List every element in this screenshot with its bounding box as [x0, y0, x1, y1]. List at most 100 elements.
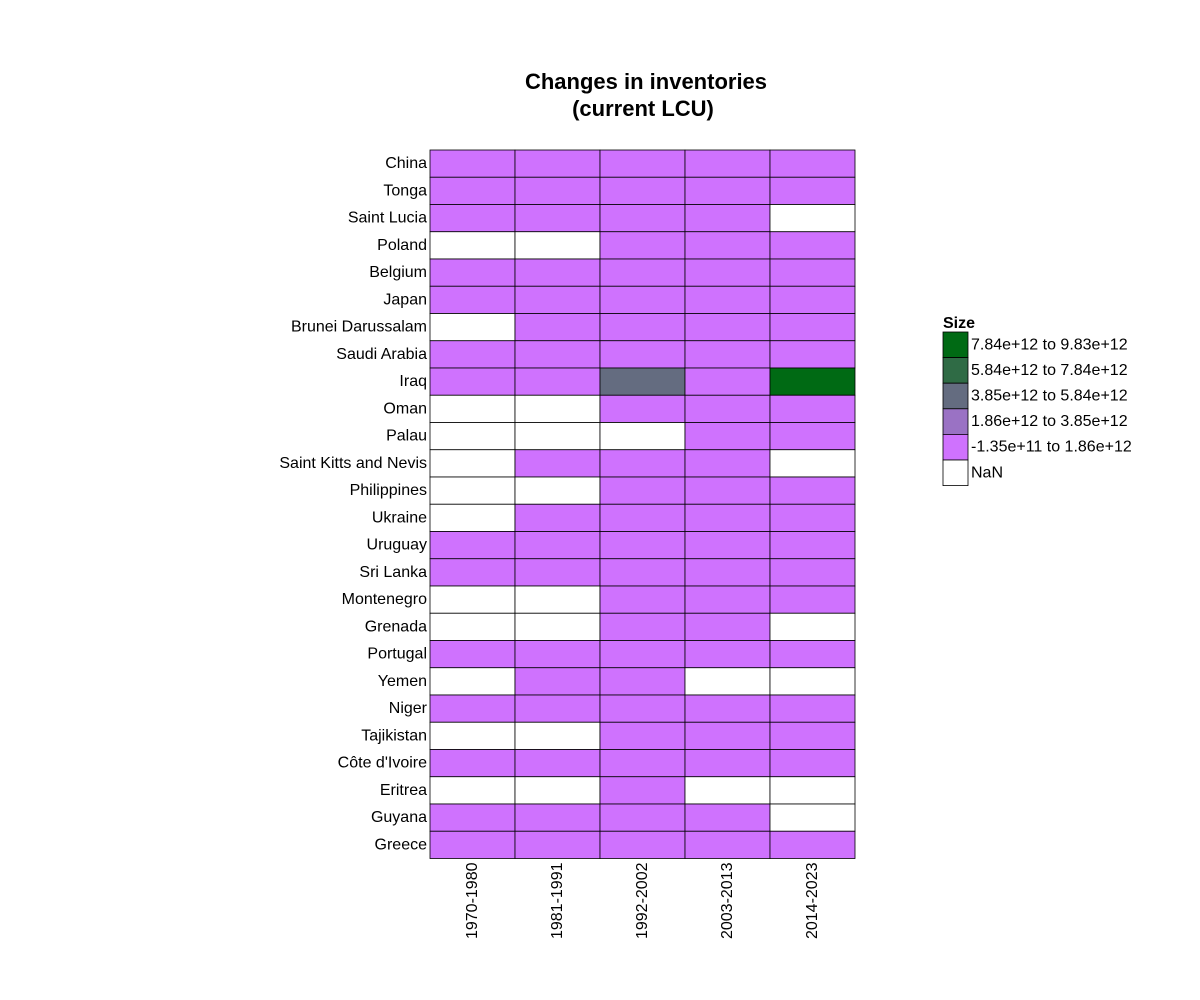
heatmap-cell-palau-2014-2023 [769, 422, 856, 451]
heatmap-cell-saint-kitts-and-nevis-2003-2013 [684, 449, 771, 478]
heatmap-cell-japan-1970-1980 [429, 285, 516, 314]
heatmap-cell-montenegro-1981-1991 [514, 585, 601, 614]
heatmap-cell-montenegro-1970-1980 [429, 585, 516, 614]
heatmap-cell-china-1981-1991 [514, 149, 601, 178]
row-label-philippines: Philippines [350, 482, 427, 499]
row-label-oman: Oman [383, 400, 427, 417]
heatmap-cell-cote-d-ivoire-1981-1991 [514, 749, 601, 778]
heatmap-cell-tonga-1981-1991 [514, 176, 601, 205]
heatmap-cell-niger-2003-2013 [684, 694, 771, 723]
heatmap-cell-japan-1992-2002 [599, 285, 686, 314]
heatmap-cell-greece-1970-1980 [429, 830, 516, 859]
heatmap-cell-saudi-arabia-2014-2023 [769, 340, 856, 369]
heatmap-cell-ukraine-2003-2013 [684, 503, 771, 532]
heatmap-cell-poland-1970-1980 [429, 231, 516, 260]
legend-label-bin-4: 5.84e+12 to 7.84e+12 [971, 362, 1128, 379]
heatmap-cell-ukraine-1970-1980 [429, 503, 516, 532]
heatmap-cell-belgium-2014-2023 [769, 258, 856, 287]
column-label-2014-2023: 2014-2023 [804, 862, 821, 939]
heatmap-cell-tajikistan-1992-2002 [599, 721, 686, 750]
heatmap-cell-poland-1992-2002 [599, 231, 686, 260]
heatmap-cell-eritrea-2003-2013 [684, 776, 771, 805]
heatmap-cell-yemen-2014-2023 [769, 667, 856, 696]
heatmap-cell-saint-kitts-and-nevis-1970-1980 [429, 449, 516, 478]
heatmap-cell-montenegro-2003-2013 [684, 585, 771, 614]
heatmap-cell-guyana-1992-2002 [599, 803, 686, 832]
heatmap-cell-greece-2003-2013 [684, 830, 771, 859]
heatmap-cell-portugal-1970-1980 [429, 640, 516, 669]
column-label-2003-2013: 2003-2013 [719, 862, 736, 939]
legend-swatch-bin-3 [942, 382, 969, 410]
heatmap-cell-guyana-1970-1980 [429, 803, 516, 832]
heatmap-cell-portugal-2003-2013 [684, 640, 771, 669]
heatmap-cell-tajikistan-1970-1980 [429, 721, 516, 750]
heatmap-cell-grenada-1992-2002 [599, 612, 686, 641]
heatmap-cell-saudi-arabia-1970-1980 [429, 340, 516, 369]
row-label-saudi-arabia: Saudi Arabia [336, 346, 427, 363]
heatmap-cell-poland-2014-2023 [769, 231, 856, 260]
row-label-palau: Palau [386, 428, 427, 445]
heatmap-cell-greece-1981-1991 [514, 830, 601, 859]
row-label-yemen: Yemen [378, 673, 427, 690]
heatmap-cell-saudi-arabia-1992-2002 [599, 340, 686, 369]
heatmap-cell-belgium-1992-2002 [599, 258, 686, 287]
heatmap-cell-iraq-1981-1991 [514, 367, 601, 396]
chart-title-line-1: Changes in inventories [525, 69, 767, 94]
heatmap-cell-philippines-1992-2002 [599, 476, 686, 505]
heatmap-cell-saint-lucia-2003-2013 [684, 204, 771, 233]
heatmap-cell-oman-2014-2023 [769, 394, 856, 423]
heatmap-cell-niger-2014-2023 [769, 694, 856, 723]
heatmap-cell-uruguay-2003-2013 [684, 531, 771, 560]
row-label-china: China [385, 155, 427, 172]
heatmap-cell-niger-1992-2002 [599, 694, 686, 723]
legend-swatch-bin-2 [942, 408, 969, 435]
heatmap-cell-oman-1981-1991 [514, 394, 601, 423]
heatmap-cell-niger-1970-1980 [429, 694, 516, 723]
heatmap-cell-guyana-2014-2023 [769, 803, 856, 832]
heatmap-cell-oman-1992-2002 [599, 394, 686, 423]
heatmap-cell-uruguay-2014-2023 [769, 531, 856, 560]
heatmap-cell-philippines-1970-1980 [429, 476, 516, 505]
row-label-niger: Niger [389, 700, 428, 717]
heatmap-cell-cote-d-ivoire-2014-2023 [769, 749, 856, 778]
column-labels: 1970-1980 1981-1991 1992-2002 2003-2013 2014… [464, 862, 821, 939]
heatmap-cell-saint-lucia-1970-1980 [429, 204, 516, 233]
heatmap-cell-palau-1992-2002 [599, 422, 686, 451]
heatmap-cell-oman-2003-2013 [684, 394, 771, 423]
row-label-greece: Greece [375, 836, 428, 853]
heatmap-cell-china-2003-2013 [684, 149, 771, 178]
heatmap-cell-china-2014-2023 [769, 149, 856, 178]
legend-label-nan: NaN [971, 464, 1003, 481]
heatmap-cell-sri-lanka-1970-1980 [429, 558, 516, 587]
heatmap-cell-montenegro-2014-2023 [769, 585, 856, 614]
legend-label-bin-3: 3.85e+12 to 5.84e+12 [971, 388, 1128, 405]
heatmap-cell-cote-d-ivoire-1970-1980 [429, 749, 516, 778]
heatmap-cell-portugal-2014-2023 [769, 640, 856, 669]
heatmap-cell-palau-1970-1980 [429, 422, 516, 451]
heatmap-cell-uruguay-1970-1980 [429, 531, 516, 560]
heatmap-cell-japan-2003-2013 [684, 285, 771, 314]
heatmap-cell-yemen-1992-2002 [599, 667, 686, 696]
heatmap-cell-grenada-2003-2013 [684, 612, 771, 641]
row-label-tonga: Tonga [383, 182, 427, 199]
heatmap-cell-guyana-2003-2013 [684, 803, 771, 832]
heatmap-cell-brunei-darussalam-1981-1991 [514, 313, 601, 342]
heatmap-cell-montenegro-1992-2002 [599, 585, 686, 614]
heatmap-cell-japan-2014-2023 [769, 285, 856, 314]
heatmap-cell-sri-lanka-2014-2023 [769, 558, 856, 587]
heatmap-cell-belgium-1970-1980 [429, 258, 516, 287]
heatmap-cell-portugal-1981-1991 [514, 640, 601, 669]
row-labels: China Tonga Saint Lucia Poland Belgium Japan B… [279, 155, 427, 853]
heatmap-cell-eritrea-1992-2002 [599, 776, 686, 805]
row-label-poland: Poland [377, 237, 427, 254]
row-label-montenegro: Montenegro [342, 591, 427, 608]
legend-label-bin-2: 1.86e+12 to 3.85e+12 [971, 413, 1128, 430]
heatmap-cells [429, 149, 856, 859]
heatmap-cell-philippines-2003-2013 [684, 476, 771, 505]
heatmap-cell-cote-d-ivoire-2003-2013 [684, 749, 771, 778]
heatmap-cell-greece-1992-2002 [599, 830, 686, 859]
heatmap-cell-tajikistan-1981-1991 [514, 721, 601, 750]
heatmap-cell-iraq-2003-2013 [684, 367, 771, 396]
